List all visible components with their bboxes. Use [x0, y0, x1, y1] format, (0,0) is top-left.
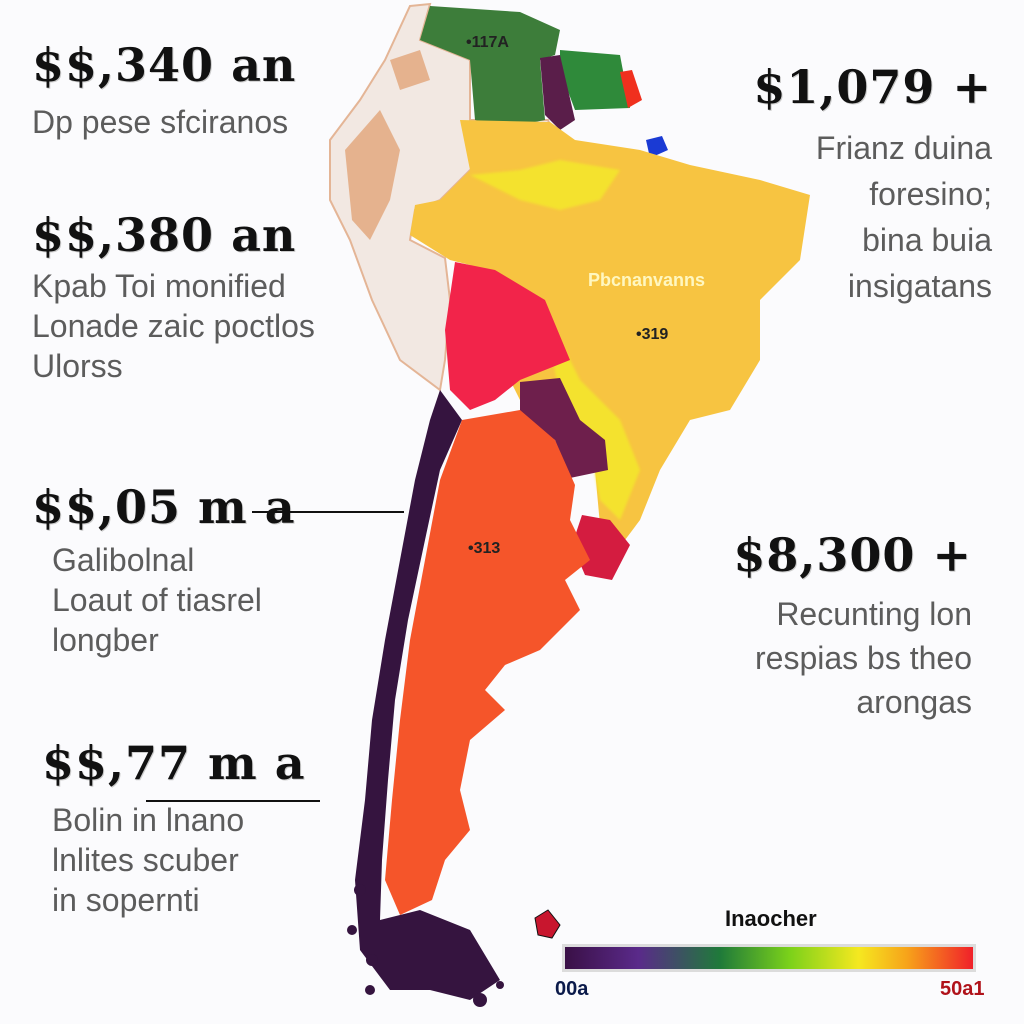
callout-1-line-1: Dp pese sfciranos [32, 104, 289, 140]
region-colombia [420, 6, 560, 128]
callout-3: $$,05 m a Galibolnal Loaut of tiasrel lo… [32, 480, 296, 660]
callout-3-leader [252, 511, 404, 513]
region-paraguay [520, 378, 608, 478]
region-peru [329, 2, 562, 392]
callout-3-line-1: Galibolnal [52, 542, 195, 578]
callout-6-line-1: Recunting lon [776, 596, 972, 632]
callout-6-value: $8,300 + [733, 528, 972, 582]
callout-4-leader [146, 800, 320, 802]
map-label-argentina: •313 [468, 540, 501, 557]
region-guiana-red [620, 70, 642, 108]
legend-max-label: 50a1 [940, 978, 985, 1000]
callout-4-line-2: lnlites scuber [52, 842, 239, 878]
callout-3-line-3: longber [52, 622, 159, 658]
callout-3-line-2: Loaut of tiasrel [52, 582, 262, 618]
region-brazil [410, 120, 810, 540]
callout-2-value: $$,380 an [32, 208, 297, 262]
region-peru-shade [345, 50, 430, 240]
callout-3-value: $$,05 m a [32, 480, 296, 534]
region-venezuela-west [540, 55, 575, 130]
southern-fragments [347, 884, 504, 1007]
callout-1-value: $$,340 an [32, 38, 297, 92]
callout-5-value: $1,079 + [753, 60, 992, 114]
legend-title: Inaocher [725, 906, 817, 931]
callout-2: $$,380 an Kpab Toi monified Lonade zaic … [32, 208, 315, 386]
map-label-center-region: Pbcnanvanns [588, 270, 706, 290]
region-islands [534, 909, 561, 939]
region-chile [355, 390, 500, 1000]
callout-4-line-1: Bolin in lnano [52, 802, 245, 838]
map-label-brazil: •319 [636, 326, 669, 343]
callout-6-line-3: arongas [856, 684, 972, 720]
callout-5-line-2: foresino; [869, 176, 992, 212]
callout-4: $$,77 m a Bolin in lnano lnlites scuber … [42, 736, 306, 920]
callout-5-line-4: insigatans [847, 268, 992, 304]
callout-5-line-3: bina buia [862, 222, 992, 258]
legend-min-label: 00a [555, 978, 589, 1000]
callout-5: $1,079 + Frianz duina foresino; bina bui… [753, 60, 992, 306]
callout-2-line-3: Ulorss [32, 348, 123, 384]
callout-2-line-2: Lonade zaic poctlos [32, 308, 315, 344]
region-uruguay [572, 515, 630, 580]
callout-5-line-1: Frianz duina [815, 130, 992, 166]
region-argentina [385, 410, 590, 915]
legend-color-bar [562, 944, 976, 972]
region-bolivia [445, 262, 570, 410]
callout-2-line-1: Kpab Toi monified [32, 268, 286, 304]
callout-4-line-3: in sopernti [52, 882, 200, 918]
callout-6: $8,300 + Recunting lon respias bs theo a… [733, 528, 972, 722]
callout-4-value: $$,77 m a [42, 736, 306, 790]
region-blue [646, 136, 668, 158]
callout-1: $$,340 an Dp pese sfciranos [32, 38, 296, 142]
map-label-north: •117A [466, 34, 509, 51]
callout-6-line-2: respias bs theo [754, 640, 972, 676]
region-venezuela [560, 50, 630, 110]
